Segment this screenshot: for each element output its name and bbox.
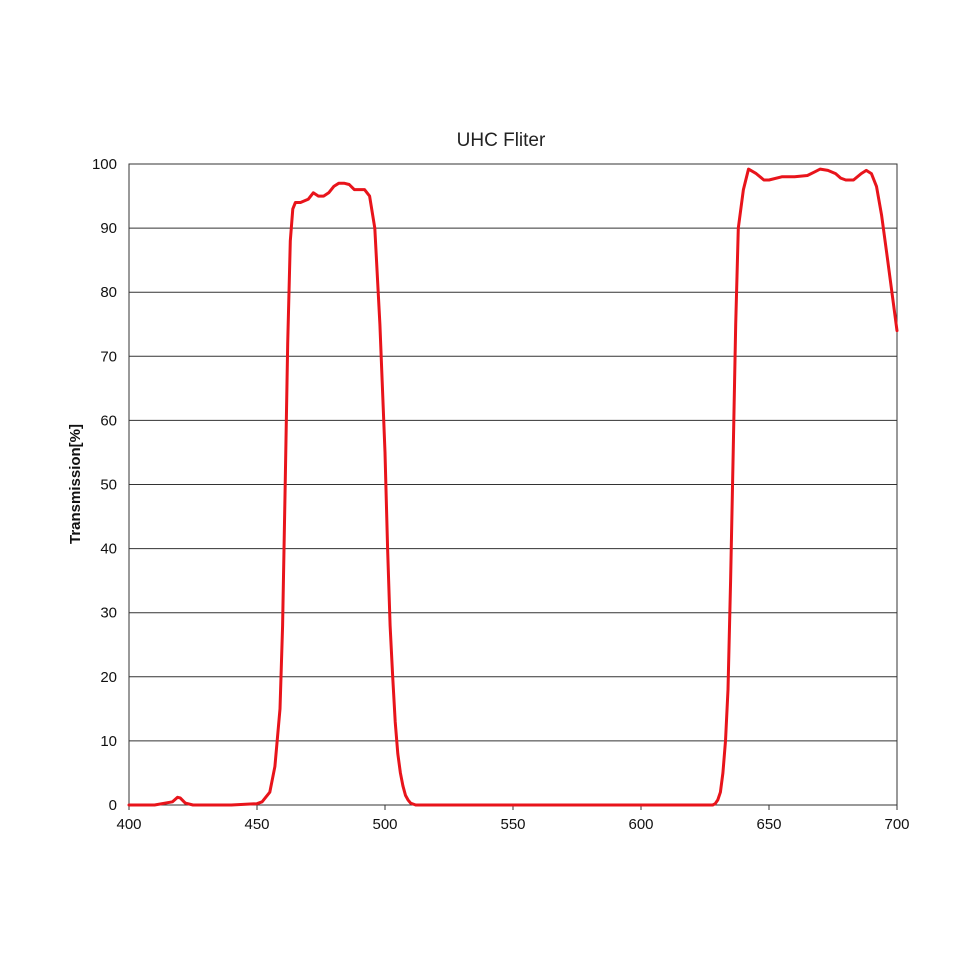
y-tick-label: 20 <box>100 669 117 686</box>
transmission-curve <box>127 167 899 807</box>
y-tick-label: 50 <box>100 477 117 494</box>
x-tick-label: 650 <box>756 816 781 833</box>
y-tick-label: 30 <box>100 605 117 622</box>
x-tick-label: 550 <box>500 816 525 833</box>
y-axis-ticks: 0 10 20 30 40 50 60 70 80 90 100 <box>92 156 117 814</box>
x-axis-ticks: 400 450 500 550 600 650 700 <box>116 805 910 833</box>
y-tick-label: 100 <box>92 156 117 173</box>
x-tick-label: 400 <box>116 816 141 833</box>
y-tick-label: 0 <box>109 797 117 814</box>
y-tick-label: 40 <box>100 541 117 558</box>
x-tick-label: 700 <box>884 816 909 833</box>
series-group <box>127 167 899 807</box>
y-tick-label: 70 <box>100 348 117 365</box>
chart-title: UHC Fliter <box>457 130 546 151</box>
x-tick-label: 600 <box>628 816 653 833</box>
x-tick-label: 450 <box>244 816 269 833</box>
y-tick-label: 10 <box>100 733 117 750</box>
x-tick-label: 500 <box>372 816 397 833</box>
y-tick-label: 90 <box>100 220 117 237</box>
y-tick-label: 60 <box>100 412 117 429</box>
y-axis-label: Transmission[%] <box>67 424 84 544</box>
y-tick-label: 80 <box>100 284 117 301</box>
